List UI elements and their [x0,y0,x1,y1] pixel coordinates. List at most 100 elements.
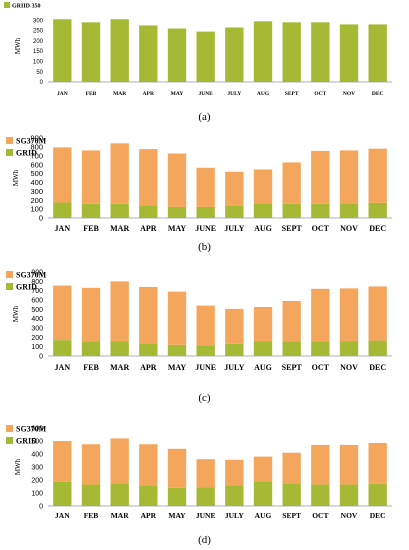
x-tick-label-apr: APR [140,363,157,372]
bar-sg370m-may [167,291,187,345]
y-tick-label-a: 250 [33,29,44,35]
bar-sg370m-aug [253,456,273,482]
bar-sg370m-july [225,308,244,344]
bar-sg370m-mar [110,281,129,342]
x-tick-label-oct: OCT [312,224,330,233]
x-tick-label-nov: NOV [343,91,355,97]
x-tick-label-mar: MAR [110,224,129,233]
bar-sg370m-nov [339,150,359,204]
bar-grid-aug [253,481,273,506]
y-tick-label-a: 50 [36,70,43,76]
bar-grid-nov [339,341,359,356]
y-tick-label-c: 900 [31,269,43,276]
x-tick-label-apr: APR [140,224,157,233]
x-tick-label-may: MAY [168,363,187,372]
legend-swatch-grid [6,283,13,290]
bar-grid-jan [53,202,72,218]
bar-grid-sept [282,22,301,82]
bar-sg370m-feb [81,287,101,342]
x-tick-label-may: MAY [168,511,186,520]
chart-panel-b: 0 100 200 300 400 500 600 700 800 900 MWh JAN FEB MAR… [0,130,409,235]
x-tick-label-jan: JAN [55,363,71,372]
y-tick-label-c: 400 [31,316,43,323]
bar-grid-dec [368,202,387,218]
y-tick-label-c: 800 [31,279,43,286]
bar-grid-oct [311,203,330,218]
y-tick-label-c: 700 [31,288,43,295]
x-tick-label-nov: NOV [340,224,358,233]
legend-label-sg370m: SG370M [16,425,47,434]
y-tick-label-b: 200 [30,196,43,205]
bar-grid-sept [282,203,301,218]
bar-sg370m-aug [253,169,273,204]
bar-grid-apr [139,25,158,82]
bar-sg370m-feb [81,444,101,485]
chart-svg-c: 0 100 200 300 400 500 600 700 800 900 MWh JAN FEB MAR… [6,269,392,372]
bar-sg370m-apr [139,286,158,344]
y-tick-label-c: 500 [31,307,43,314]
x-tick-label-sept: SEPT [285,91,299,97]
x-tick-label-dec: DEC [370,511,386,520]
x-tick-label-june: JUNE [195,224,216,233]
bar-grid-sept [282,341,301,356]
bar-sg370m-aug [253,307,273,342]
bar-grid-jan [53,19,72,83]
bar-sg370m-june [196,167,215,207]
x-tick-label-dec: DEC [372,91,384,97]
y-tick-label-a: 150 [33,49,44,55]
y-axis-label-d: MWh [14,458,22,475]
y-tick-label-a: 0 [40,80,44,86]
x-tick-label-mar: MAR [113,91,127,97]
bar-grid-may [167,344,187,356]
bar-sg370m-sept [282,300,301,342]
x-tick-label-feb: FEB [84,511,99,520]
bar-sg370m-feb [81,150,101,204]
bar-sg370m-mar [110,143,129,204]
y-tick-label-d: 200 [31,477,43,484]
bar-grid-june [196,206,215,218]
y-axis-label-b: MWh [12,169,20,186]
bar-grid-aug [253,341,273,356]
y-tick-label-b: 400 [30,178,43,187]
y-tick-label-d: 300 [31,464,43,471]
x-tick-label-feb: FEB [83,363,99,372]
bar-grid-aug [253,21,273,82]
y-tick-label-c: 200 [31,335,43,342]
bar-sg370m-dec [368,286,387,341]
bar-grid-jan [53,340,72,356]
bar-grid-feb [81,22,101,82]
legend-swatch-sg370m [6,137,13,144]
bar-grid-june [196,345,215,356]
chart-svg-d: 0 100 200 300 400 500 600 MWh JAN FEB MAR APR MAY JUN… [6,425,392,520]
bar-sg370m-july [225,459,244,486]
bar-sg370m-dec [368,148,387,203]
x-tick-label-july: JULY [224,363,244,372]
y-tick-label-a: 300 [33,18,44,24]
caption-d: (d) [198,534,211,546]
chart-panel-d: 0 100 200 300 400 500 600 MWh JAN FEB MAR APR MAY JUN… [0,418,409,523]
legend-label-grid: GRID [16,149,37,158]
x-tick-label-jan: JAN [57,91,68,97]
x-tick-label-mar: MAR [111,511,129,520]
x-tick-label-oct: OCT [312,511,328,520]
y-tick-label-b: 600 [30,160,43,169]
x-tick-label-feb: FEB [86,91,97,97]
chart-panel-c: 0 100 200 300 400 500 600 700 800 900 MWh JAN FEB MAR… [0,264,409,374]
x-tick-label-july: JULY [227,91,241,97]
bar-grid-may [167,28,187,82]
y-axis-label-a: MWh [14,37,22,54]
bar-grid-jan [53,481,72,506]
bar-sg370m-sept [282,452,301,484]
bar-grid-oct [311,484,330,506]
bar-grid-mar [110,483,129,506]
x-tick-label-aug: AUG [257,91,270,97]
bar-sg370m-jan [53,441,72,482]
y-tick-label-b: 500 [30,169,43,178]
x-tick-label-oct: OCT [314,91,326,97]
bar-sg370m-nov [339,444,359,485]
bar-grid-mar [110,341,129,356]
bar-sg370m-dec [368,442,387,484]
bar-sg370m-apr [139,444,158,486]
x-tick-label-may: MAY [171,91,184,97]
bar-sg370m-jan [53,285,72,341]
